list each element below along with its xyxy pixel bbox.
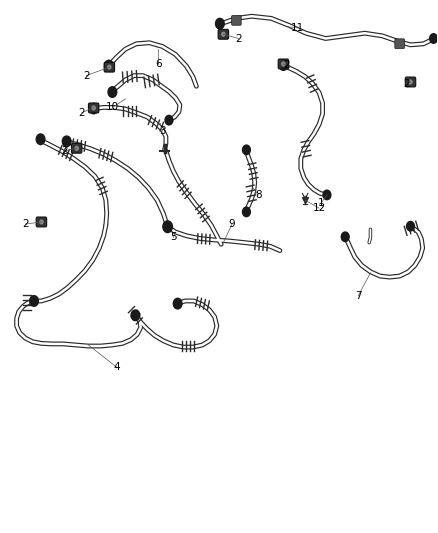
Text: 12: 12 xyxy=(312,203,326,213)
Text: 2: 2 xyxy=(22,219,28,229)
Circle shape xyxy=(430,34,438,43)
FancyBboxPatch shape xyxy=(71,143,82,153)
Circle shape xyxy=(92,106,95,110)
Text: 2: 2 xyxy=(83,70,89,80)
Text: 2: 2 xyxy=(235,34,242,44)
Text: 6: 6 xyxy=(155,59,161,69)
FancyBboxPatch shape xyxy=(395,39,404,49)
Text: 1: 1 xyxy=(318,198,325,208)
Text: 10: 10 xyxy=(106,102,119,112)
FancyBboxPatch shape xyxy=(104,62,115,72)
Circle shape xyxy=(243,145,251,155)
Circle shape xyxy=(279,60,288,70)
Text: 2: 2 xyxy=(61,146,68,156)
Circle shape xyxy=(131,310,140,320)
Text: 2: 2 xyxy=(283,60,290,70)
Circle shape xyxy=(282,62,285,66)
Circle shape xyxy=(108,87,117,98)
Circle shape xyxy=(215,18,224,29)
Circle shape xyxy=(75,147,78,150)
Circle shape xyxy=(243,207,251,216)
Text: 11: 11 xyxy=(291,23,304,33)
Circle shape xyxy=(222,33,225,36)
Circle shape xyxy=(40,220,43,224)
Circle shape xyxy=(105,60,113,71)
Circle shape xyxy=(406,221,414,231)
Circle shape xyxy=(163,221,173,232)
Circle shape xyxy=(108,65,111,69)
Text: 5: 5 xyxy=(170,232,177,243)
FancyBboxPatch shape xyxy=(36,217,47,227)
FancyBboxPatch shape xyxy=(278,59,289,69)
Circle shape xyxy=(89,103,98,114)
Text: 2: 2 xyxy=(78,108,85,118)
Circle shape xyxy=(165,115,173,125)
FancyBboxPatch shape xyxy=(405,77,416,87)
Text: 4: 4 xyxy=(113,362,120,372)
Text: 7: 7 xyxy=(355,290,362,301)
Circle shape xyxy=(36,134,45,144)
Text: 9: 9 xyxy=(229,219,235,229)
Circle shape xyxy=(341,232,349,241)
Text: 3: 3 xyxy=(159,126,166,136)
Circle shape xyxy=(62,136,71,147)
Circle shape xyxy=(173,298,182,309)
Text: 8: 8 xyxy=(255,190,261,200)
Circle shape xyxy=(30,296,39,306)
FancyBboxPatch shape xyxy=(218,29,229,39)
FancyBboxPatch shape xyxy=(88,103,99,113)
Circle shape xyxy=(323,190,331,200)
Text: 2: 2 xyxy=(403,78,410,88)
Circle shape xyxy=(409,80,412,84)
FancyBboxPatch shape xyxy=(232,15,241,25)
